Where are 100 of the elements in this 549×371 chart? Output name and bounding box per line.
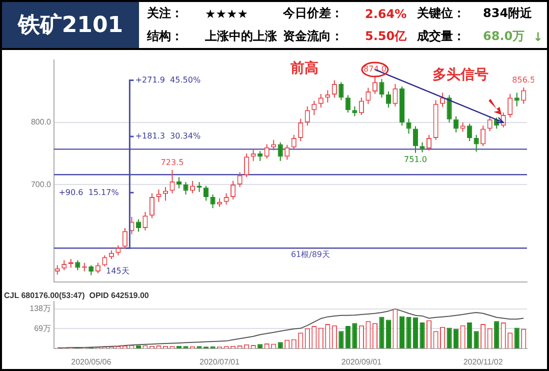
- bar: [412, 317, 418, 348]
- candlestick: [149, 192, 155, 219]
- candlestick: [412, 126, 418, 154]
- text: 5.50亿: [365, 28, 408, 45]
- candlestick: [224, 192, 229, 205]
- bar: [494, 321, 500, 348]
- candlestick: [392, 84, 398, 107]
- bar: [338, 331, 344, 348]
- ref-line-label: 61根/89天: [290, 250, 330, 260]
- candlestick: [102, 254, 108, 267]
- candlestick: [204, 185, 209, 202]
- candlestick: [467, 123, 472, 142]
- candlestick: [156, 189, 162, 202]
- annotation: 856.5: [512, 76, 536, 84]
- candlestick: [291, 134, 296, 150]
- y-tick-label: 138万: [30, 304, 51, 313]
- bar: [454, 328, 459, 348]
- candlestick: [474, 134, 479, 152]
- y-tick-label: 700.0: [30, 180, 52, 189]
- x-tick-label: 2020/11/02: [463, 357, 504, 366]
- candlestick: [521, 86, 526, 104]
- candlestick: [372, 76, 378, 94]
- candlestick: [190, 180, 196, 194]
- candlestick: [95, 262, 100, 274]
- candlestick: [487, 116, 492, 132]
- candlestick: [312, 100, 317, 116]
- annotation: 723.5: [160, 158, 184, 168]
- candlestick: [88, 264, 94, 276]
- text: 2.64%: [365, 6, 408, 20]
- candlestick: [440, 92, 446, 108]
- candlestick: [237, 172, 242, 188]
- bar: [474, 331, 479, 348]
- candlestick: [230, 180, 236, 200]
- bar: [399, 316, 405, 348]
- candlestick: [210, 194, 216, 209]
- bar: [379, 316, 384, 348]
- candlestick: [122, 228, 128, 249]
- y-tick-label: 69万: [34, 324, 51, 333]
- bar: [514, 328, 520, 348]
- candlestick: [426, 134, 432, 151]
- candlestick: [454, 116, 459, 133]
- y-tick-label: 800.0: [30, 118, 52, 127]
- annotation: +90.6 15.17%: [58, 188, 120, 197]
- candlestick: [338, 82, 344, 101]
- candlestick: [332, 80, 337, 98]
- candlestick: [514, 92, 520, 107]
- x-tick-label: 2020/07/01: [200, 357, 240, 366]
- candlestick: [264, 144, 270, 159]
- candlestick: [379, 78, 384, 98]
- text: 结构：: [147, 28, 184, 45]
- candlestick: [278, 142, 283, 162]
- text: ★★★★: [205, 6, 250, 20]
- candlestick: [75, 260, 80, 271]
- candlestick: [116, 244, 121, 256]
- annotation: 874.0: [364, 64, 386, 74]
- text: 834附近: [483, 5, 533, 22]
- chart-title: CJL 680176.00(53:47) OPID 642519.00: [4, 291, 150, 300]
- annotation: 751.0: [404, 154, 427, 164]
- bar: [446, 328, 452, 348]
- candlestick: [271, 139, 276, 151]
- text: 今日价差：: [283, 5, 344, 22]
- bar: [386, 320, 392, 348]
- annotation: +181.3 30.34%: [135, 132, 201, 141]
- bar: [467, 322, 472, 348]
- candlestick: [386, 90, 392, 108]
- text: 关键位：: [417, 5, 466, 22]
- x-tick-label: 2020/05/06: [71, 357, 112, 366]
- text: 关注：: [147, 5, 184, 22]
- candlestick: [406, 118, 412, 134]
- x-tick-label: 2020/09/01: [341, 357, 382, 366]
- candlestick: [480, 125, 486, 147]
- annotation: 前高: [290, 59, 318, 76]
- annotation: 145天: [106, 266, 130, 276]
- candlestick: [318, 93, 324, 108]
- text: 68.0万: [483, 28, 526, 45]
- text: 成交量：: [417, 28, 466, 45]
- annotation: 多头信号: [432, 67, 488, 84]
- text: 铁矿2101: [2, 2, 139, 48]
- bar: [406, 316, 412, 348]
- candlestick: [136, 218, 141, 232]
- candlestick: [304, 106, 310, 126]
- candlestick: [420, 142, 425, 153]
- candlestick: [170, 169, 175, 194]
- candlestick: [244, 153, 250, 178]
- candlestick: [345, 94, 350, 114]
- text: 上涨中的上涨: [205, 28, 278, 45]
- bar: [345, 326, 350, 348]
- candlestick: [358, 97, 364, 116]
- candlestick: [142, 211, 148, 231]
- candlestick: [508, 93, 513, 118]
- text: 资金流向：: [283, 28, 344, 45]
- bar: [352, 323, 358, 348]
- candlestick: [183, 182, 188, 195]
- text: ↓: [533, 30, 544, 44]
- candlestick: [62, 260, 67, 271]
- candlestick: [298, 118, 304, 142]
- candlestick: [284, 144, 290, 160]
- candlestick: [446, 94, 452, 123]
- bar: [420, 322, 425, 348]
- candlestick: [366, 87, 371, 104]
